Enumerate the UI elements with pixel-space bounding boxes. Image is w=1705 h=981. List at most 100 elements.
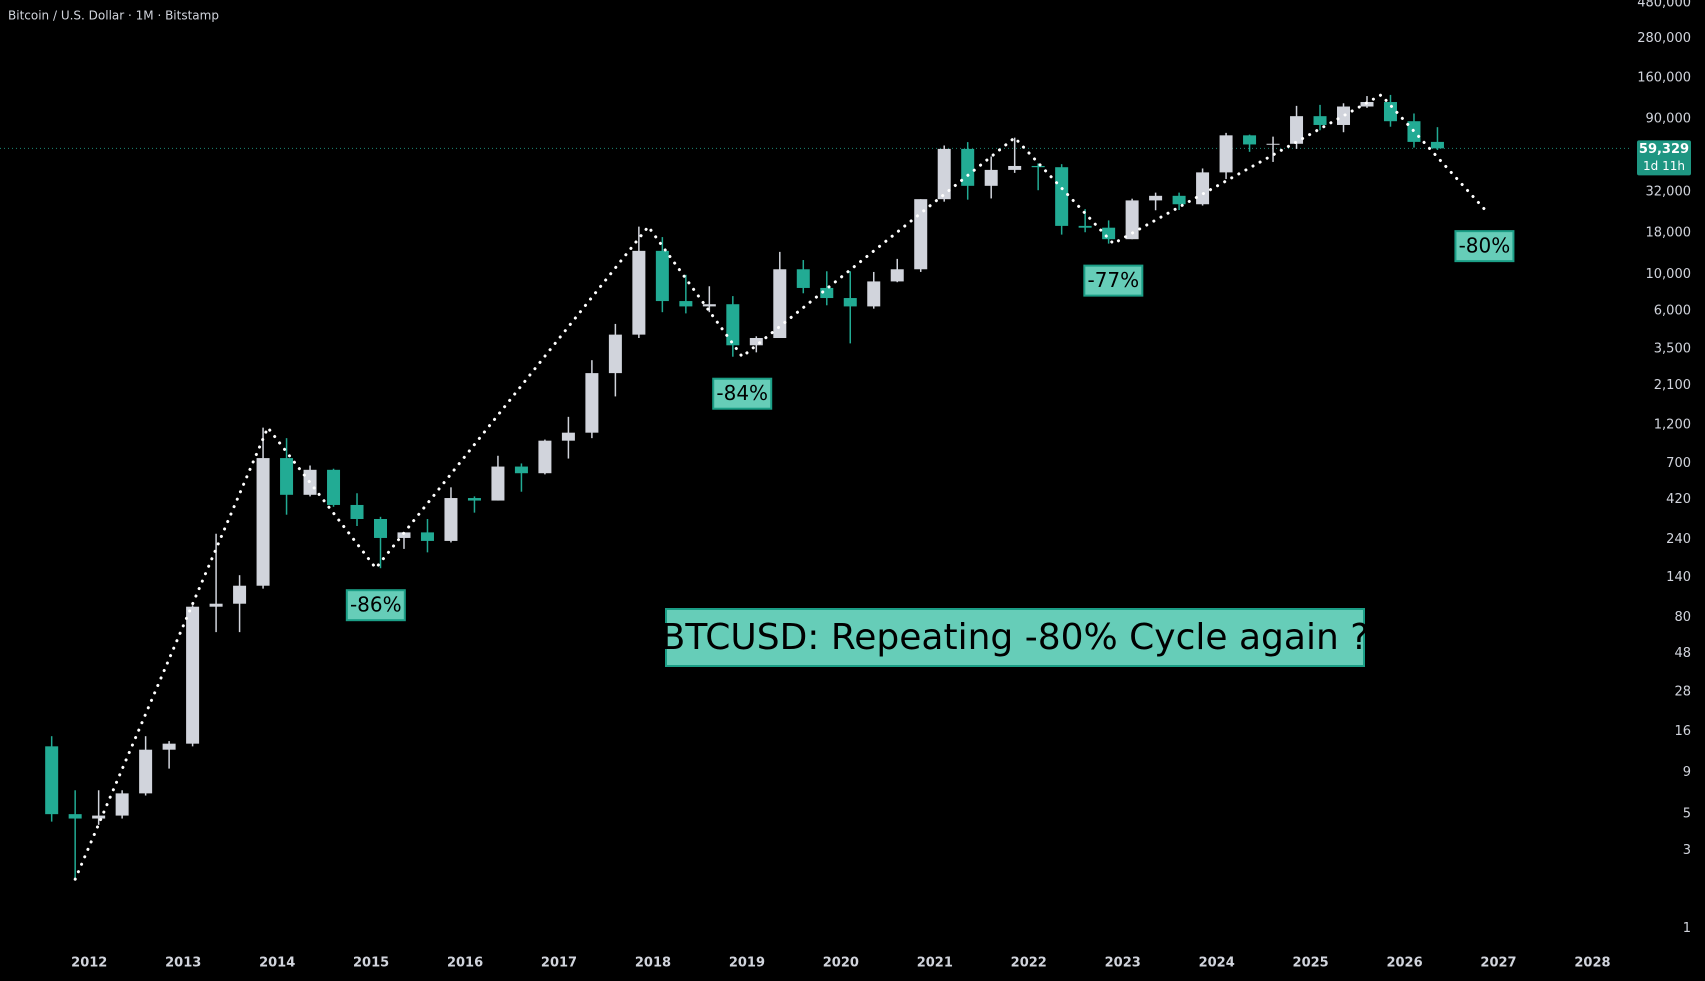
y-tick-label: 32,000 — [1646, 185, 1692, 200]
candle-body — [820, 287, 834, 299]
candle-body — [1383, 102, 1397, 122]
candle-body — [702, 304, 716, 307]
y-tick-label: 420 — [1666, 492, 1691, 507]
last-price-label: 59,329 — [1639, 142, 1689, 157]
candle-body — [1078, 225, 1092, 228]
y-tick-label: 80 — [1674, 610, 1691, 625]
x-tick-label: 2026 — [1386, 956, 1422, 971]
candle-body — [514, 466, 528, 474]
x-tick-label: 2018 — [635, 956, 671, 971]
y-tick-label: 1,200 — [1654, 418, 1691, 433]
candle-body — [186, 606, 200, 744]
candle-body — [115, 793, 129, 816]
candle-body — [937, 148, 951, 200]
x-tick-label: 2028 — [1574, 956, 1610, 971]
countdown-label: 1d 11h — [1643, 159, 1685, 173]
y-tick-label: 700 — [1666, 456, 1691, 471]
annotation-label: -80% — [1459, 234, 1511, 258]
candle-body — [374, 519, 388, 538]
candle-body — [350, 504, 364, 520]
candle-body — [726, 304, 740, 346]
candle-body — [1266, 143, 1280, 145]
candle-body — [1196, 172, 1210, 205]
y-tick-label: 3,500 — [1654, 342, 1691, 357]
annotation-label: -84% — [716, 381, 768, 405]
candle-body — [1149, 195, 1163, 201]
annotation-box — [712, 377, 773, 410]
candle-body — [632, 250, 646, 335]
x-tick-label: 2020 — [823, 956, 859, 971]
y-tick-label: 48 — [1674, 646, 1691, 661]
annotation-box — [1454, 230, 1515, 263]
cycle-line — [73, 93, 1486, 881]
x-tick-label: 2017 — [541, 956, 577, 971]
candle-body — [679, 301, 693, 307]
chart-title: Bitcoin / U.S. Dollar · 1M · Bitstamp — [8, 9, 219, 23]
candle-body — [1290, 116, 1304, 144]
y-tick-label: 240 — [1666, 532, 1691, 547]
y-tick-label: 160,000 — [1637, 70, 1691, 85]
candle-body — [491, 466, 505, 501]
candle-body — [280, 458, 294, 495]
y-tick-label: 6,000 — [1654, 303, 1691, 318]
candle-body — [92, 815, 106, 819]
candle-body — [1243, 135, 1257, 145]
headline-box — [665, 608, 1365, 667]
x-tick-label: 2021 — [917, 956, 953, 971]
last-price-box — [1637, 140, 1691, 176]
annotation-box — [345, 589, 406, 622]
candle-body — [45, 746, 59, 815]
x-tick-label: 2024 — [1199, 956, 1235, 971]
x-tick-label: 2012 — [71, 956, 107, 971]
y-tick-label: 90,000 — [1646, 111, 1692, 126]
annotation-label: -86% — [350, 593, 402, 617]
candle-body — [890, 269, 904, 282]
y-tick-label: 280,000 — [1637, 31, 1691, 46]
candle-body — [608, 334, 622, 374]
y-tick-label: 140 — [1666, 570, 1691, 585]
candle-body — [773, 269, 787, 339]
y-tick-label: 16 — [1674, 724, 1691, 739]
y-tick-label: 9 — [1683, 765, 1691, 780]
candle-body — [444, 498, 458, 541]
candle-body — [420, 532, 434, 541]
candle-body — [867, 281, 881, 307]
candle-body — [397, 532, 411, 538]
candle-body — [1313, 116, 1327, 125]
candle-body — [1172, 195, 1186, 205]
x-tick-label: 2014 — [259, 956, 295, 971]
candle-body — [162, 743, 176, 750]
y-tick-label: 5 — [1683, 807, 1691, 822]
candle-body — [585, 373, 599, 433]
candle-body — [209, 603, 223, 607]
candle-body — [914, 199, 928, 270]
annotation-box — [1083, 264, 1144, 297]
candle-body — [139, 749, 153, 794]
x-tick-label: 2015 — [353, 956, 389, 971]
candle-body — [467, 498, 481, 501]
x-tick-label: 2025 — [1293, 956, 1329, 971]
candle-body — [1031, 165, 1045, 168]
candle-body — [1125, 200, 1139, 240]
candle-body — [256, 458, 270, 586]
x-tick-label: 2019 — [729, 956, 765, 971]
candle-body — [1008, 165, 1022, 170]
candle-body — [749, 338, 763, 346]
candle-body — [843, 298, 857, 307]
candle-body — [1430, 141, 1444, 149]
y-tick-label: 10,000 — [1646, 267, 1692, 282]
x-tick-label: 2016 — [447, 956, 483, 971]
y-tick-label: 18,000 — [1646, 226, 1692, 241]
candle-body — [984, 169, 998, 186]
candle-body — [796, 269, 810, 288]
candle-body — [561, 432, 575, 441]
candle-body — [327, 469, 341, 505]
y-tick-label: 2,100 — [1654, 378, 1691, 393]
headline: BTCUSD: Repeating -80% Cycle again ? — [661, 617, 1370, 658]
y-tick-label: 480,000 — [1637, 0, 1691, 11]
y-tick-label: 3 — [1683, 843, 1691, 858]
candle-body — [233, 585, 247, 604]
